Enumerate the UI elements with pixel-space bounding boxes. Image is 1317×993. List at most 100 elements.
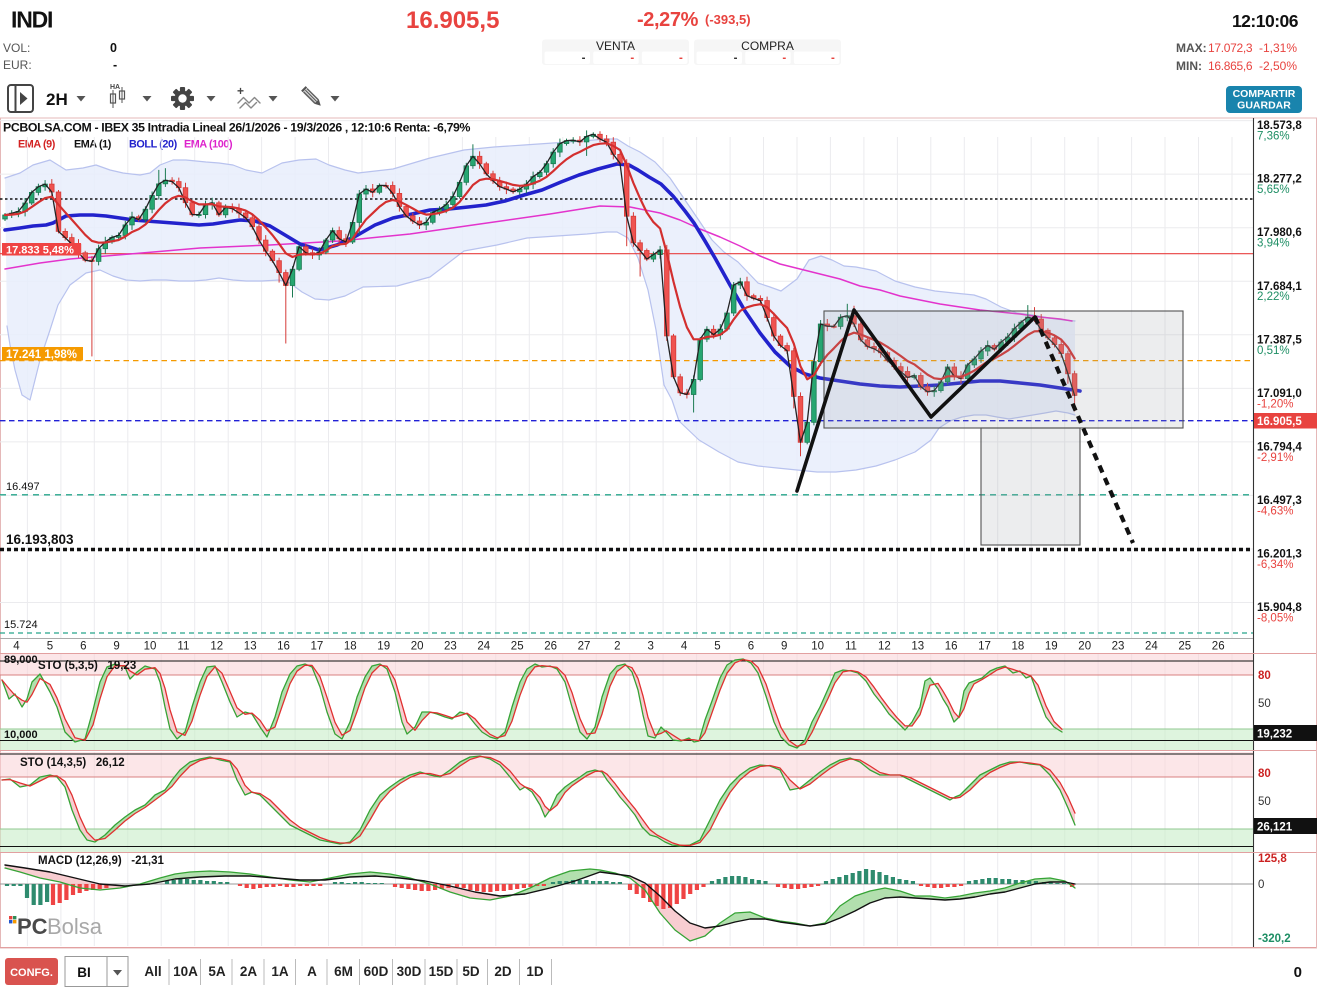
svg-text:+: + (237, 84, 244, 98)
svg-text:20: 20 (1078, 641, 1091, 653)
svg-text:10,000: 10,000 (4, 729, 38, 741)
svg-text:15.724: 15.724 (4, 619, 38, 631)
svg-text:A: A (307, 964, 317, 979)
svg-text:-: - (831, 53, 835, 65)
svg-text:5D: 5D (462, 964, 480, 979)
svg-text:-: - (582, 53, 586, 65)
svg-text:24: 24 (1145, 641, 1158, 653)
svg-text:16.905,5: 16.905,5 (1257, 416, 1302, 428)
svg-text:STO (14,3,5) 26,12: STO (14,3,5) 26,12 (20, 757, 125, 769)
svg-text:-: - (734, 53, 738, 65)
svg-text:18.573,8: 18.573,8 (1257, 120, 1302, 132)
svg-text:Bolsa: Bolsa (47, 914, 103, 939)
svg-text:3,94%: 3,94% (1257, 238, 1290, 250)
svg-text:6M: 6M (334, 964, 353, 979)
svg-text:16.497,3: 16.497,3 (1257, 495, 1302, 507)
svg-text:11: 11 (845, 641, 857, 653)
svg-text:VENTA: VENTA (596, 39, 635, 53)
svg-text:1A: 1A (271, 964, 289, 979)
svg-text:2,22%: 2,22% (1257, 291, 1290, 303)
svg-text:30D: 30D (397, 964, 422, 979)
svg-text:17: 17 (311, 641, 324, 653)
svg-text:26,121: 26,121 (1257, 822, 1293, 834)
svg-text:17: 17 (978, 641, 991, 653)
svg-text:89,000: 89,000 (4, 654, 38, 666)
svg-text:17.387,5: 17.387,5 (1257, 334, 1302, 346)
svg-text:0: 0 (1258, 879, 1264, 891)
svg-text:4: 4 (13, 641, 20, 653)
svg-text:INDI: INDI (11, 7, 52, 33)
svg-text:3: 3 (647, 641, 653, 653)
svg-text:19,232: 19,232 (1257, 729, 1292, 741)
svg-text:16.193,803: 16.193,803 (6, 532, 74, 547)
svg-text:10: 10 (811, 641, 824, 653)
svg-text:5: 5 (47, 641, 53, 653)
svg-text:2: 2 (614, 641, 620, 653)
svg-text:BI: BI (77, 965, 91, 980)
svg-text:MACD (12,26,9) -21,31: MACD (12,26,9) -21,31 (38, 855, 165, 867)
svg-text:50: 50 (1258, 698, 1271, 710)
svg-text:6: 6 (80, 641, 86, 653)
svg-text:MAX:: MAX: (1176, 41, 1207, 55)
svg-text:EMA (100): EMA (100) (184, 139, 233, 151)
svg-text:VOL:: VOL: (3, 41, 30, 55)
svg-text:17.980,6: 17.980,6 (1257, 227, 1302, 239)
svg-text:9: 9 (781, 641, 787, 653)
svg-text:-1,31%: -1,31% (1259, 41, 1297, 55)
svg-text:17.833 5,48%: 17.833 5,48% (6, 245, 74, 257)
svg-text:-1,20%: -1,20% (1257, 398, 1293, 410)
svg-text:-: - (113, 58, 117, 72)
svg-text:16.865,6: 16.865,6 (1208, 59, 1253, 73)
svg-text:0: 0 (110, 41, 117, 55)
svg-text:PCBOLSA.COM - IBEX 35 Intradia: PCBOLSA.COM - IBEX 35 Intradia Lineal 26… (3, 121, 471, 135)
svg-text:16.497: 16.497 (6, 481, 40, 493)
svg-text:-: - (679, 53, 683, 65)
svg-text:17.684,1: 17.684,1 (1257, 281, 1302, 293)
svg-text:27: 27 (578, 641, 591, 653)
svg-text:20: 20 (411, 641, 424, 653)
svg-text:HA: HA (110, 84, 120, 91)
svg-text:2D: 2D (494, 964, 512, 979)
svg-text:-2,50%: -2,50% (1259, 59, 1297, 73)
svg-text:25: 25 (511, 641, 524, 653)
svg-text:All: All (144, 964, 161, 979)
svg-text:GUARDAR: GUARDAR (1237, 100, 1291, 112)
svg-text:16: 16 (945, 641, 958, 653)
svg-text:EUR:: EUR: (3, 58, 32, 72)
svg-text:5,65%: 5,65% (1257, 184, 1290, 196)
svg-text:-8,05%: -8,05% (1257, 613, 1293, 625)
svg-text:CONFG.: CONFG. (10, 967, 53, 979)
svg-text:11: 11 (177, 641, 189, 653)
svg-text:17.091,0: 17.091,0 (1257, 388, 1302, 400)
svg-text:2A: 2A (240, 964, 258, 979)
svg-text:9: 9 (113, 641, 119, 653)
svg-text:19: 19 (1045, 641, 1058, 653)
svg-text:COMPRA: COMPRA (741, 39, 794, 53)
svg-text:4: 4 (681, 641, 688, 653)
svg-text:-2,91%: -2,91% (1257, 452, 1293, 464)
svg-text:23: 23 (444, 641, 457, 653)
svg-text:0: 0 (1294, 964, 1302, 981)
svg-text:6: 6 (748, 641, 754, 653)
svg-text:5A: 5A (208, 964, 226, 979)
svg-text:EMA (9): EMA (9) (18, 139, 56, 151)
svg-text:12: 12 (878, 641, 891, 653)
svg-text:18: 18 (344, 641, 357, 653)
svg-text:2H: 2H (46, 90, 68, 109)
svg-text:1D: 1D (526, 964, 544, 979)
svg-text:16: 16 (277, 641, 290, 653)
svg-text:COMPARTIR: COMPARTIR (1233, 88, 1296, 100)
svg-text:16.794,4: 16.794,4 (1257, 441, 1302, 453)
svg-text:26: 26 (1212, 641, 1225, 653)
svg-text:23: 23 (1112, 641, 1125, 653)
svg-text:13: 13 (911, 641, 924, 653)
svg-text:-: - (630, 53, 634, 65)
svg-text:125,8: 125,8 (1258, 853, 1287, 865)
svg-text:7,36%: 7,36% (1257, 131, 1290, 143)
svg-text:(-393,5): (-393,5) (705, 12, 751, 27)
svg-text:-4,63%: -4,63% (1257, 505, 1293, 517)
svg-text:50: 50 (1258, 796, 1271, 808)
svg-text:15D: 15D (429, 964, 454, 979)
svg-text:26: 26 (544, 641, 557, 653)
svg-text:17.072,3: 17.072,3 (1208, 41, 1253, 55)
